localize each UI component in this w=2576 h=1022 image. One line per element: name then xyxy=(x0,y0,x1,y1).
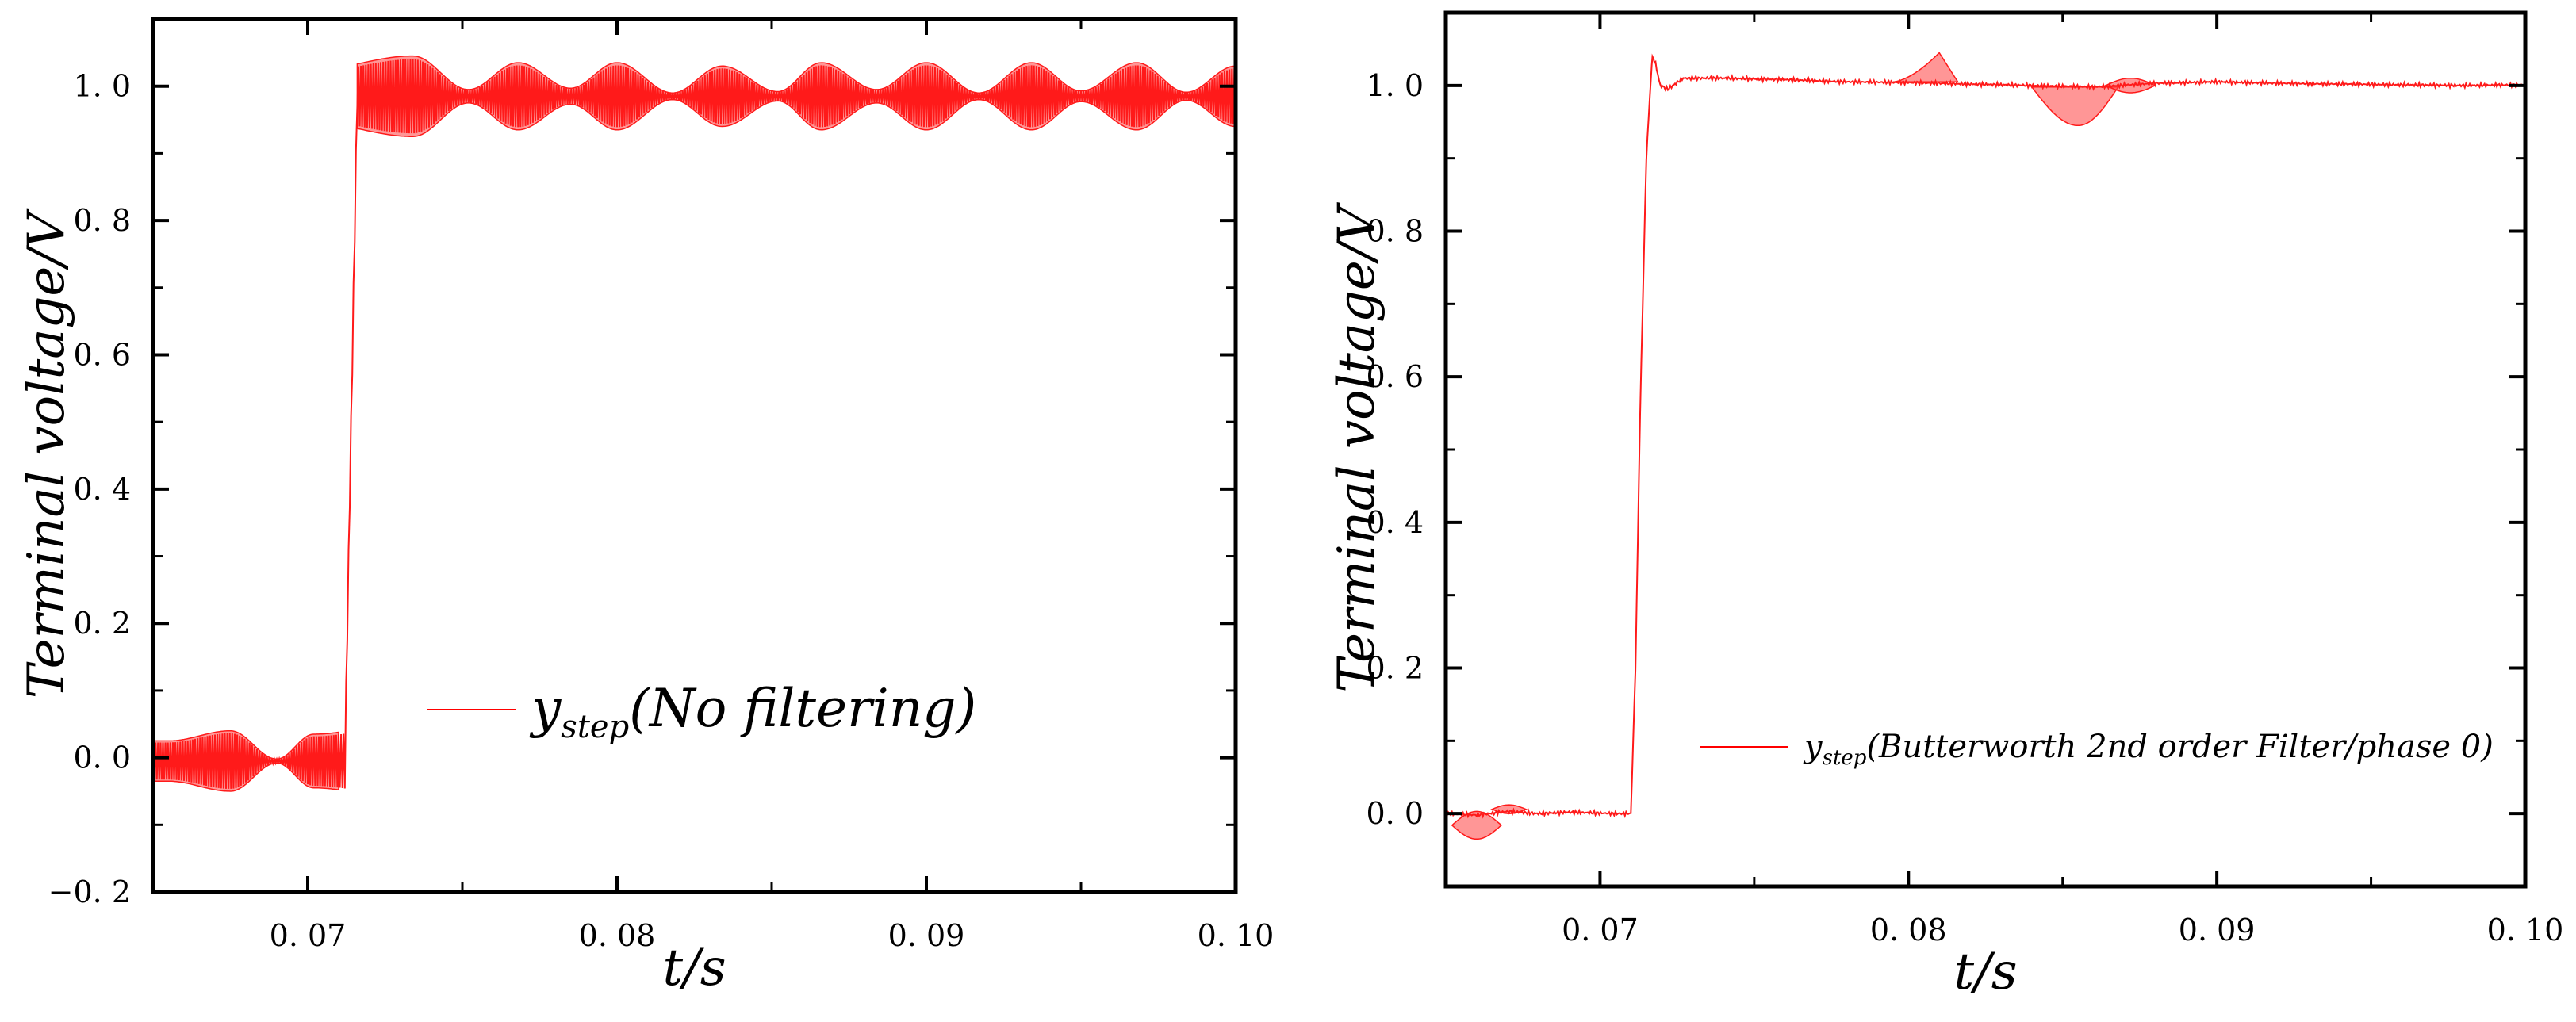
legend-subscript: step xyxy=(1823,746,1867,770)
y-tick-label: 0. 4 xyxy=(73,472,131,507)
plot-area xyxy=(153,55,1236,792)
series-burst xyxy=(1451,810,1503,840)
series-burst xyxy=(2030,86,2120,127)
x-tick-label: 0. 09 xyxy=(888,918,965,953)
plot-frame xyxy=(151,17,1238,894)
right-chart-panel: 0. 07 0. 08 0. 09 0. 10 0. 0 0. 2 0. 4 0. 6 0. 8… xyxy=(1328,10,2564,1001)
y-axis-label: Terminal voltage/V xyxy=(1328,202,1386,693)
y-tick-label: 0. 2 xyxy=(73,606,131,641)
legend-symbol: y xyxy=(1803,729,1823,765)
series-line xyxy=(1446,53,2525,819)
y-tick-label: 0. 8 xyxy=(73,203,131,238)
x-tick-label: 0. 08 xyxy=(1870,913,1947,947)
y-tick-label: −0. 2 xyxy=(48,875,131,909)
x-tick-label: 0. 08 xyxy=(579,918,656,953)
legend: ystep(No filtering) xyxy=(427,678,976,745)
y-tick-label: 1. 0 xyxy=(73,69,131,104)
y-tick-label: 1. 0 xyxy=(1366,68,1424,103)
series-burst xyxy=(1892,52,1959,82)
legend-symbol: y xyxy=(529,678,562,739)
x-tick-label: 0. 07 xyxy=(270,918,347,953)
y-axis-label: Terminal voltage/V xyxy=(17,208,76,699)
y-tick-label: 0. 6 xyxy=(1366,359,1424,394)
x-axis-label: t/s xyxy=(1953,943,2017,1001)
legend-label: ystep(Butterworth 2nd order Filter/phase… xyxy=(1803,729,2494,770)
x-axis-label: t/s xyxy=(662,939,726,997)
series-line xyxy=(153,59,1236,789)
y-tick-label: 0. 8 xyxy=(1366,214,1424,249)
x-tick-label: 0. 10 xyxy=(1198,918,1275,953)
legend: ystep(Butterworth 2nd order Filter/phase… xyxy=(1700,729,2494,770)
x-tick-label: 0. 09 xyxy=(2179,913,2256,947)
legend-subscript: step xyxy=(561,709,629,745)
y-tick-label: 0. 0 xyxy=(73,741,131,775)
left-chart-panel: 0. 07 0. 08 0. 09 0. 10 −0. 2 0. 0 0. 2 0. 4 0. … xyxy=(17,17,1275,997)
legend-label: ystep(No filtering) xyxy=(529,678,976,745)
legend-suffix: (Butterworth 2nd order Filter/phase 0) xyxy=(1866,729,2493,765)
x-tick-label: 0. 10 xyxy=(2487,913,2564,947)
y-tick-label: 0. 0 xyxy=(1366,796,1424,831)
plot-area xyxy=(1446,52,2525,840)
y-tick-label: 0. 6 xyxy=(73,337,131,372)
legend-suffix: (No filtering) xyxy=(629,678,976,739)
y-tick-label: 0. 4 xyxy=(1366,505,1424,540)
x-tick-label: 0. 07 xyxy=(1562,913,1639,947)
y-tick-label: 0. 2 xyxy=(1366,651,1424,686)
